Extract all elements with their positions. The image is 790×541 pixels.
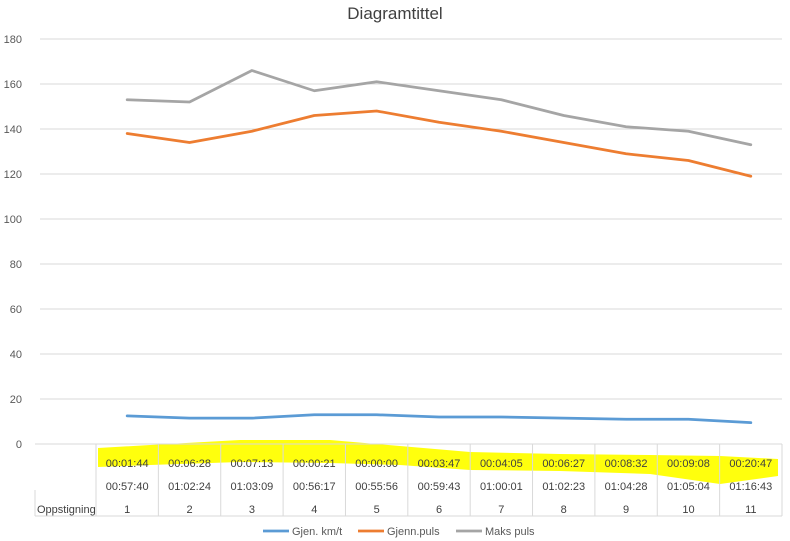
category-cell: 01:02:24 (168, 481, 211, 493)
y-axis: 0 20 40 60 80 100 120 140 160 180 (4, 34, 22, 451)
category-cell: 00:04:05 (480, 458, 523, 470)
y-tick-label: 20 (10, 394, 22, 406)
category-cell: 00:56:17 (293, 481, 336, 493)
x-tick-label: 7 (498, 504, 504, 516)
x-tick-label: 6 (436, 504, 442, 516)
y-tick-label: 140 (4, 124, 22, 136)
x-tick-label: 10 (682, 504, 694, 516)
category-cell: 00:00:21 (293, 458, 336, 470)
highlight-marker (98, 440, 778, 484)
y-tick-label: 0 (16, 439, 22, 451)
category-cell: 00:00:00 (355, 458, 398, 470)
category-cell: 01:16:43 (729, 481, 772, 493)
x-tick-label: 4 (311, 504, 317, 516)
x-tick-label: 11 (745, 504, 756, 516)
x-tick-label: 3 (249, 504, 255, 516)
category-cell: 00:20:47 (729, 458, 772, 470)
x-tick-label: 5 (374, 504, 380, 516)
y-tick-label: 160 (4, 79, 22, 91)
category-cell: 00:59:43 (418, 481, 461, 493)
category-cell: 00:08:32 (605, 458, 648, 470)
x-tick-label: 1 (124, 504, 130, 516)
x-tick-label: 8 (561, 504, 567, 516)
category-cell: 00:06:27 (542, 458, 585, 470)
y-tick-label: 180 (4, 34, 22, 46)
category-cell: 00:01:44 (106, 458, 149, 470)
series-line (125, 413, 753, 424)
series-line (125, 69, 753, 147)
series-lines (125, 69, 753, 424)
x-tick-label: 2 (186, 504, 192, 516)
category-table: 00:01:44 00:06:28 00:07:13 00:00:21 00:00:00… (34, 443, 783, 517)
legend-label: Gjenn.puls (387, 526, 440, 538)
series-line (125, 109, 753, 178)
gridlines (40, 38, 782, 400)
y-tick-label: 40 (10, 349, 22, 361)
y-tick-label: 120 (4, 169, 22, 181)
category-cell: 00:07:13 (230, 458, 273, 470)
category-cell: 00:57:40 (106, 481, 149, 493)
legend-label: Gjen. km/t (292, 526, 342, 538)
category-cell: 00:09:08 (667, 458, 710, 470)
chart-title: Diagramtittel (347, 4, 442, 23)
category-cell: 00:55:56 (355, 481, 398, 493)
legend-label: Maks puls (485, 526, 535, 538)
category-cell: 01:03:09 (230, 481, 273, 493)
legend: Gjen. km/t Gjenn.puls Maks puls (263, 526, 535, 538)
category-cell: 00:06:28 (168, 458, 211, 470)
x-tick-label: 9 (623, 504, 629, 516)
category-cell: 00:03:47 (418, 458, 461, 470)
category-cell: 01:05:04 (667, 481, 710, 493)
y-tick-label: 80 (10, 259, 22, 271)
row-label: Oppstigning (37, 504, 96, 516)
category-cell: 01:00:01 (480, 481, 523, 493)
y-tick-label: 60 (10, 304, 22, 316)
y-tick-label: 100 (4, 214, 22, 226)
category-cell: 01:04:28 (605, 481, 648, 493)
category-cell: 01:02:23 (542, 481, 585, 493)
highlight-stroke (98, 440, 778, 484)
